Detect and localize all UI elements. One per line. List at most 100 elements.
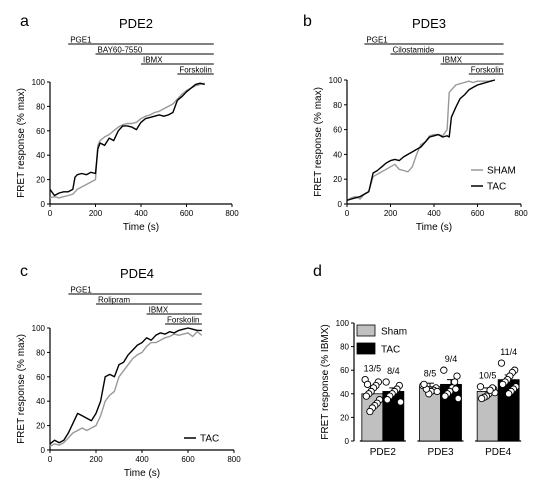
panel-letter: d bbox=[313, 263, 322, 280]
y-tick-label: 40 bbox=[36, 151, 45, 160]
data-point bbox=[366, 407, 374, 416]
y-tick-label: 0 bbox=[338, 200, 343, 209]
y-axis-label: FRET response (% max) bbox=[16, 88, 27, 198]
data-point bbox=[452, 385, 460, 393]
n-count: 8/4 bbox=[387, 366, 400, 376]
treatment-label: IBMX bbox=[143, 56, 163, 65]
data-point bbox=[440, 366, 448, 374]
y-tick-label: 60 bbox=[333, 126, 342, 135]
n-count: 9/4 bbox=[445, 354, 458, 364]
panel-letter: a bbox=[20, 13, 29, 30]
y-tick-label: 80 bbox=[333, 101, 342, 110]
y-tick-label: 20 bbox=[36, 422, 45, 431]
y-tick-label: 80 bbox=[340, 343, 349, 352]
n-count: 13/5 bbox=[364, 364, 382, 374]
y-tick-label: 0 bbox=[41, 446, 46, 455]
series-line-sham bbox=[49, 82, 205, 199]
treatment-label: Rolipram bbox=[98, 296, 130, 305]
x-tick-label: 800 bbox=[227, 455, 241, 464]
data-point bbox=[497, 359, 506, 367]
x-tick-label: 0 bbox=[48, 209, 53, 218]
series-line-sham bbox=[49, 331, 203, 447]
treatment-label: Forskolin bbox=[179, 66, 211, 75]
legend-swatch bbox=[356, 342, 376, 355]
panel-title: PDE4 bbox=[120, 266, 154, 281]
data-point bbox=[382, 378, 390, 386]
x-axis-label: Time (s) bbox=[416, 222, 452, 233]
data-point bbox=[433, 387, 441, 396]
data-point bbox=[505, 390, 513, 398]
y-tick-label: 80 bbox=[36, 102, 45, 111]
treatment-label: PGE1 bbox=[70, 36, 92, 45]
y-tick-label: 20 bbox=[36, 176, 45, 185]
treatment-label: PGE1 bbox=[70, 286, 92, 295]
x-tick-label: 400 bbox=[134, 209, 148, 218]
panel-letter: c bbox=[20, 263, 28, 280]
x-tick-label: 200 bbox=[89, 209, 103, 218]
data-point bbox=[420, 380, 428, 389]
y-tick-label: 40 bbox=[340, 390, 349, 399]
x-tick-label: 200 bbox=[89, 455, 103, 464]
x-tick-label: 400 bbox=[135, 455, 149, 464]
treatment-label: Cilostamide bbox=[393, 46, 435, 55]
series-line-tac bbox=[49, 327, 202, 445]
treatment-label: Forskolin bbox=[167, 316, 199, 325]
panel-a: a PDE2 0 20 40 60 80 100 FRET response (% max) 0 2… bbox=[16, 13, 239, 233]
y-tick-label: 100 bbox=[336, 319, 350, 328]
panel-b: b PDE3 0 20 40 60 80 100 FRET response (% max) 0 2… bbox=[303, 13, 528, 233]
treatment-label: BAY60-7550 bbox=[98, 46, 143, 55]
legend-swatch bbox=[356, 324, 376, 337]
legend-label: Sham bbox=[381, 327, 407, 338]
legend-label: TAC bbox=[487, 182, 506, 193]
data-point bbox=[478, 394, 486, 403]
data-point bbox=[383, 396, 391, 404]
y-tick-label: 60 bbox=[36, 127, 45, 136]
x-axis-label: Time (s) bbox=[124, 468, 160, 479]
data-point bbox=[499, 380, 507, 389]
y-tick-label: 0 bbox=[41, 200, 46, 209]
y-tick-label: 60 bbox=[340, 366, 349, 375]
y-tick-label: 60 bbox=[36, 373, 45, 382]
y-tick-label: 20 bbox=[333, 175, 342, 184]
series-line-tac bbox=[346, 79, 496, 201]
category-label: PDE4 bbox=[485, 447, 512, 458]
x-tick-label: 600 bbox=[180, 209, 194, 218]
data-point bbox=[450, 378, 459, 386]
panel-title: PDE2 bbox=[119, 16, 153, 31]
y-axis-label: FRET response (% IBMX) bbox=[320, 324, 331, 439]
data-point bbox=[362, 392, 370, 400]
series-line-sham bbox=[346, 79, 496, 201]
x-axis-label: Time (s) bbox=[123, 222, 159, 233]
legend-label: TAC bbox=[381, 345, 400, 356]
treatment-label: Forskolin bbox=[471, 66, 503, 75]
y-tick-label: 100 bbox=[32, 324, 46, 333]
data-point bbox=[363, 380, 372, 389]
data-point bbox=[476, 383, 485, 391]
x-tick-label: 800 bbox=[225, 209, 239, 218]
y-axis-label: FRET response (% max) bbox=[16, 334, 27, 444]
x-tick-label: 200 bbox=[384, 209, 398, 218]
data-point bbox=[453, 372, 461, 380]
series-line-tac bbox=[49, 82, 205, 197]
panel-c: c PDE4 0 20 40 60 80 100 FRET response (% max) 0 2… bbox=[16, 263, 241, 479]
data-point bbox=[486, 386, 494, 394]
treatment-label: IBMX bbox=[149, 306, 169, 315]
x-tick-label: 0 bbox=[48, 455, 53, 464]
category-label: PDE3 bbox=[427, 447, 454, 458]
x-tick-label: 0 bbox=[345, 209, 350, 218]
legend-label: TAC bbox=[200, 434, 219, 445]
data-point bbox=[441, 392, 449, 400]
x-tick-label: 800 bbox=[514, 209, 528, 218]
data-point bbox=[454, 394, 462, 403]
legend-label: SHAM bbox=[487, 166, 516, 177]
data-point bbox=[396, 398, 405, 406]
n-count: 10/5 bbox=[479, 371, 497, 381]
n-count: 11/4 bbox=[500, 347, 517, 357]
x-tick-label: 600 bbox=[471, 209, 485, 218]
y-tick-label: 40 bbox=[333, 150, 342, 159]
treatment-label: IBMX bbox=[443, 56, 463, 65]
y-axis-label: FRET response (% max) bbox=[313, 87, 324, 197]
y-tick-label: 40 bbox=[36, 397, 45, 406]
panel-letter: b bbox=[303, 13, 312, 30]
